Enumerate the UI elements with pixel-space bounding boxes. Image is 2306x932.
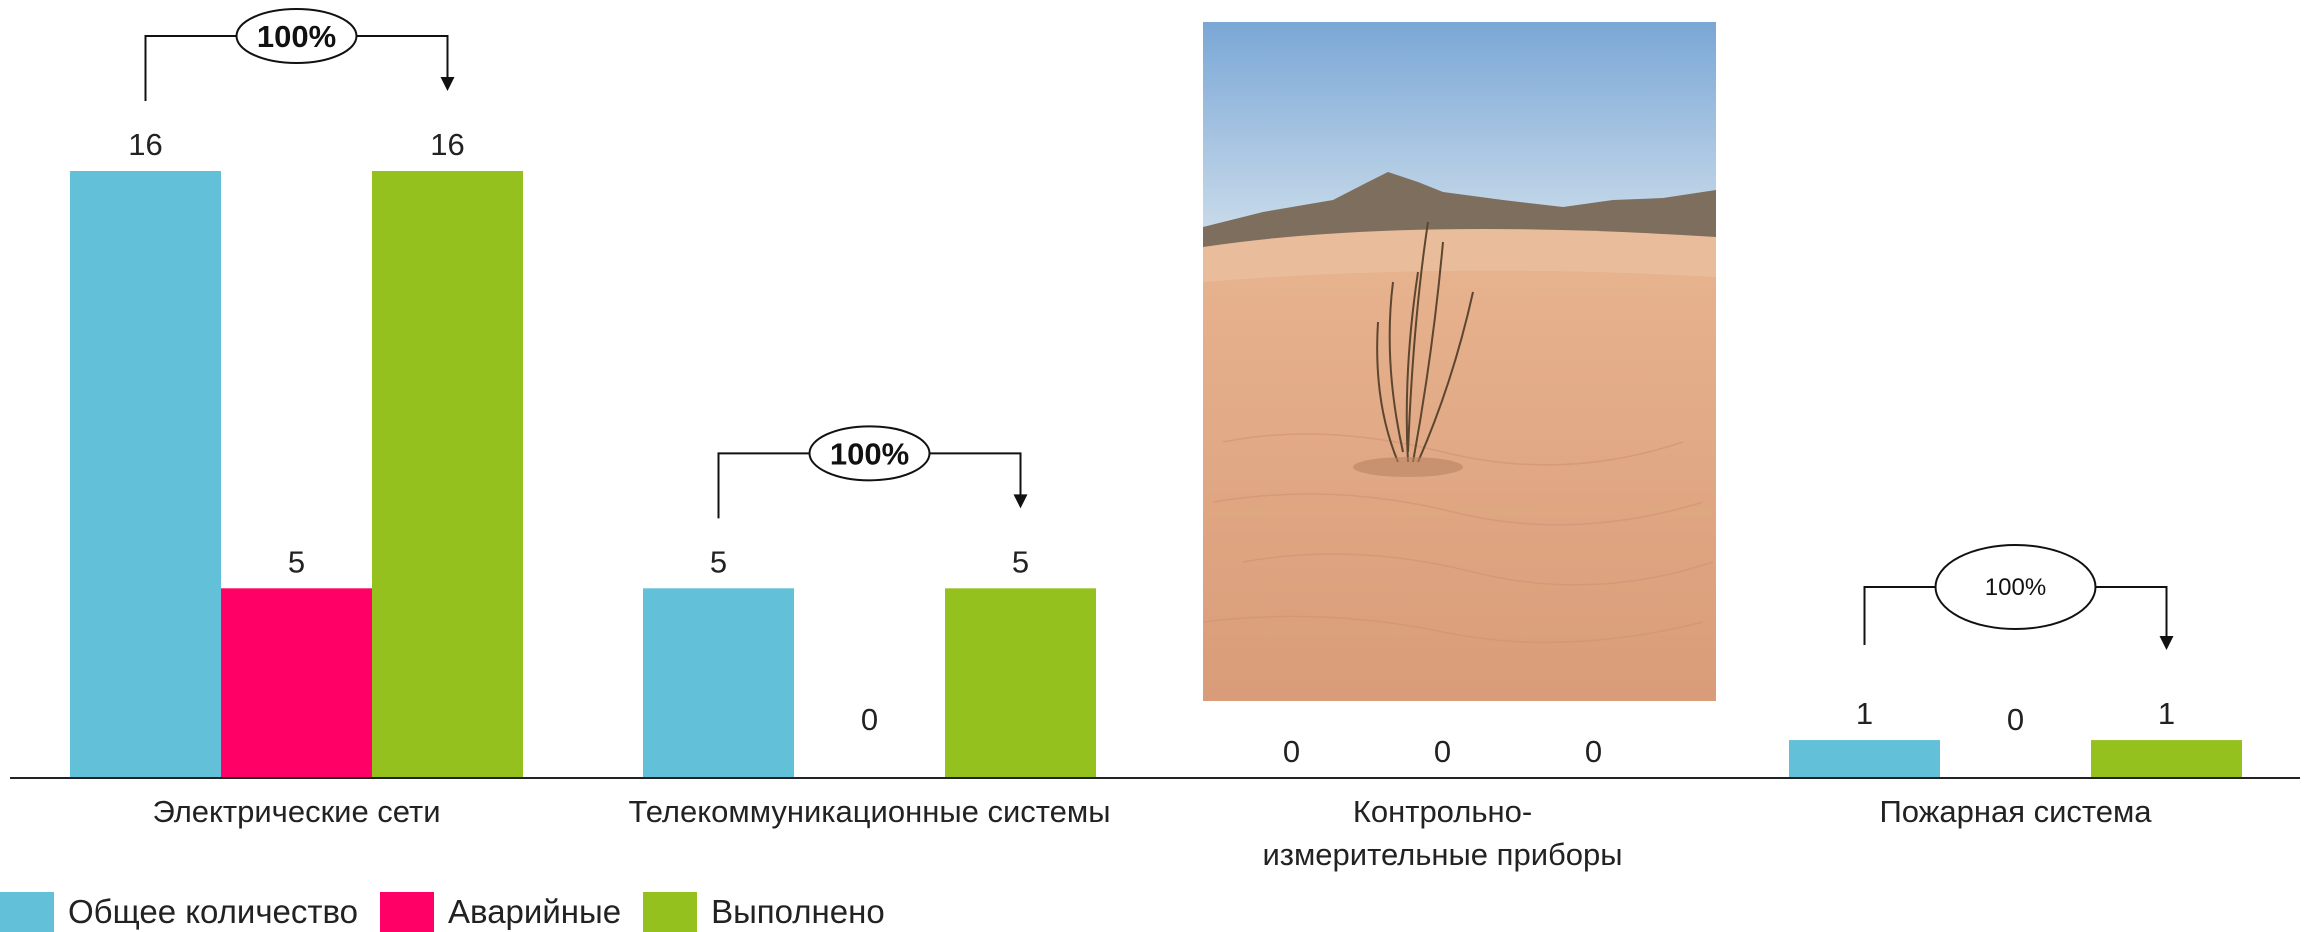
callout-arrowhead-electrical [440,77,455,91]
callout-text-fire: 100% [1985,574,2046,601]
category-label-telecom: Телекоммуникационные системы [629,794,1111,829]
data-label-fire-total: 1 [1856,696,1873,731]
data-label-electrical-completed: 16 [430,127,464,162]
category-label-instruments: Контрольно-измерительные приборы [1262,794,1622,872]
callout-arrowhead-telecom [1013,494,1028,509]
category-label-electrical: Электрические сети [152,794,440,829]
bar-fire-total [1789,740,1940,778]
data-label-telecom-completed: 5 [1012,544,1029,579]
data-label-electrical-total: 16 [128,127,162,162]
callout-arrowhead-fire [2159,636,2174,650]
completion-callout-telecom: 100% [717,425,1028,519]
legend-item-emergency: Аварийные [380,892,621,932]
callout-ellipse-fire [1934,544,2097,630]
data-label-instruments-total: 0 [1283,734,1300,769]
bars-layer [70,171,2242,778]
bar-telecom-total [643,588,794,778]
category-labels-layer: Электрические сети Телекоммуникационные с… [152,794,2152,872]
data-label-telecom-total: 5 [710,544,727,579]
data-label-instruments-completed: 0 [1585,734,1602,769]
legend: Общее количество Аварийные Выполнено [0,892,907,932]
callout-text-telecom: 100% [830,436,909,471]
legend-swatch-emergency [380,892,435,932]
legend-label-total: Общее количество [68,893,359,930]
bar-telecom-completed [945,588,1096,778]
legend-item-total: Общее количество [0,892,358,932]
callout-ellipse-electrical [235,8,358,64]
bar-electrical-total [70,171,221,778]
legend-swatch-completed [643,892,698,932]
data-labels-layer: 16 5 16 5 0 5 0 0 0 1 0 1 [128,127,2175,769]
data-label-telecom-emergency: 0 [861,702,878,737]
desert-photo [1203,22,1716,701]
bar-electrical-emergency [221,588,372,778]
bar-chart: 16 5 16 5 0 5 0 0 0 1 0 1 100% 100% 100% Электрически… [10,8,2300,872]
data-label-instruments-emergency: 0 [1434,734,1451,769]
legend-item-completed: Выполнено [643,892,885,932]
completion-callout-fire: 100% [1863,544,2174,650]
bar-fire-completed [2091,740,2242,778]
legend-swatch-total [0,892,54,932]
legend-label-emergency: Аварийные [448,893,622,930]
callouts-layer: 100% 100% 100% [144,8,2174,650]
legend-label-completed: Выполнено [711,893,885,930]
data-label-electrical-emergency: 5 [288,544,305,579]
data-label-fire-completed: 1 [2158,696,2175,731]
callout-text-electrical: 100% [257,19,336,54]
completion-callout-electrical: 100% [144,8,455,101]
data-label-fire-emergency: 0 [2007,702,2024,737]
category-label-fire: Пожарная система [1879,794,2152,829]
bar-electrical-completed [372,171,523,778]
callout-ellipse-telecom [808,425,931,482]
